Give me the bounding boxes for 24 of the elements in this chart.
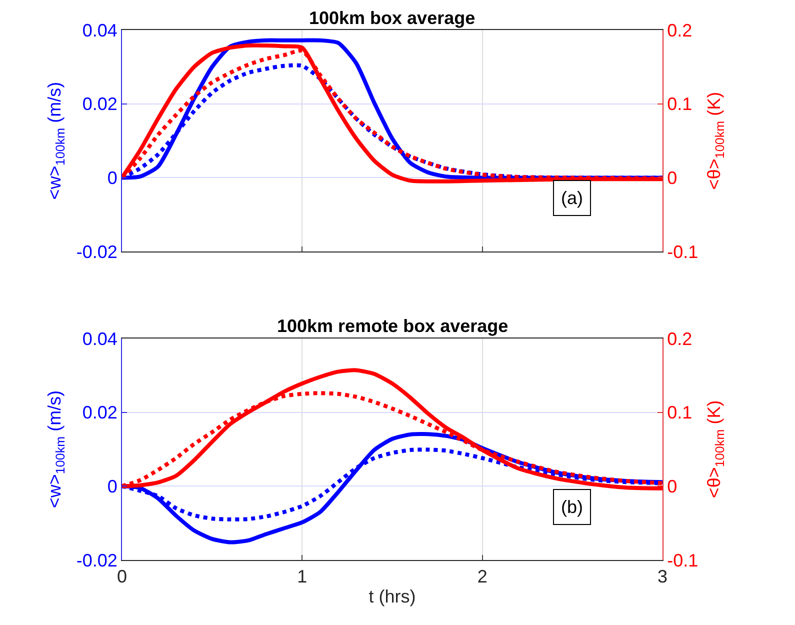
x-tick-label: 1 — [297, 566, 308, 587]
y2-tick-label: 0.2 — [667, 328, 692, 349]
annotation: (b) — [561, 497, 583, 517]
y-tick-label: 0 — [107, 476, 118, 496]
chart-title: 100km box average — [309, 8, 476, 28]
y-tick-label: 0.02 — [82, 94, 118, 114]
y-tick-label: 0.04 — [82, 20, 118, 40]
annotation: (a) — [561, 188, 583, 208]
y2-tick-label: 0.1 — [667, 402, 692, 423]
y2-tick-label: 0.2 — [667, 20, 692, 40]
y-tick-label: 0 — [107, 168, 118, 188]
y2-tick-label: 0.1 — [667, 94, 692, 114]
x-tick-label: 2 — [477, 566, 488, 587]
x-axis-title: t (hrs) — [368, 586, 416, 607]
y-tick-label: 0.02 — [82, 402, 118, 423]
y2-tick-label: 0 — [667, 168, 678, 188]
y2-tick-label: -0.1 — [667, 242, 698, 262]
x-tick-label: 3 — [657, 566, 668, 587]
y2-tick-label: -0.1 — [667, 550, 698, 570]
y-tick-label: -0.02 — [76, 242, 118, 262]
y-tick-label: 0.04 — [82, 328, 118, 349]
y-tick-label: -0.02 — [76, 550, 118, 570]
y2-tick-label: 0 — [667, 476, 678, 496]
chart-title: 100km remote box average — [277, 316, 508, 336]
